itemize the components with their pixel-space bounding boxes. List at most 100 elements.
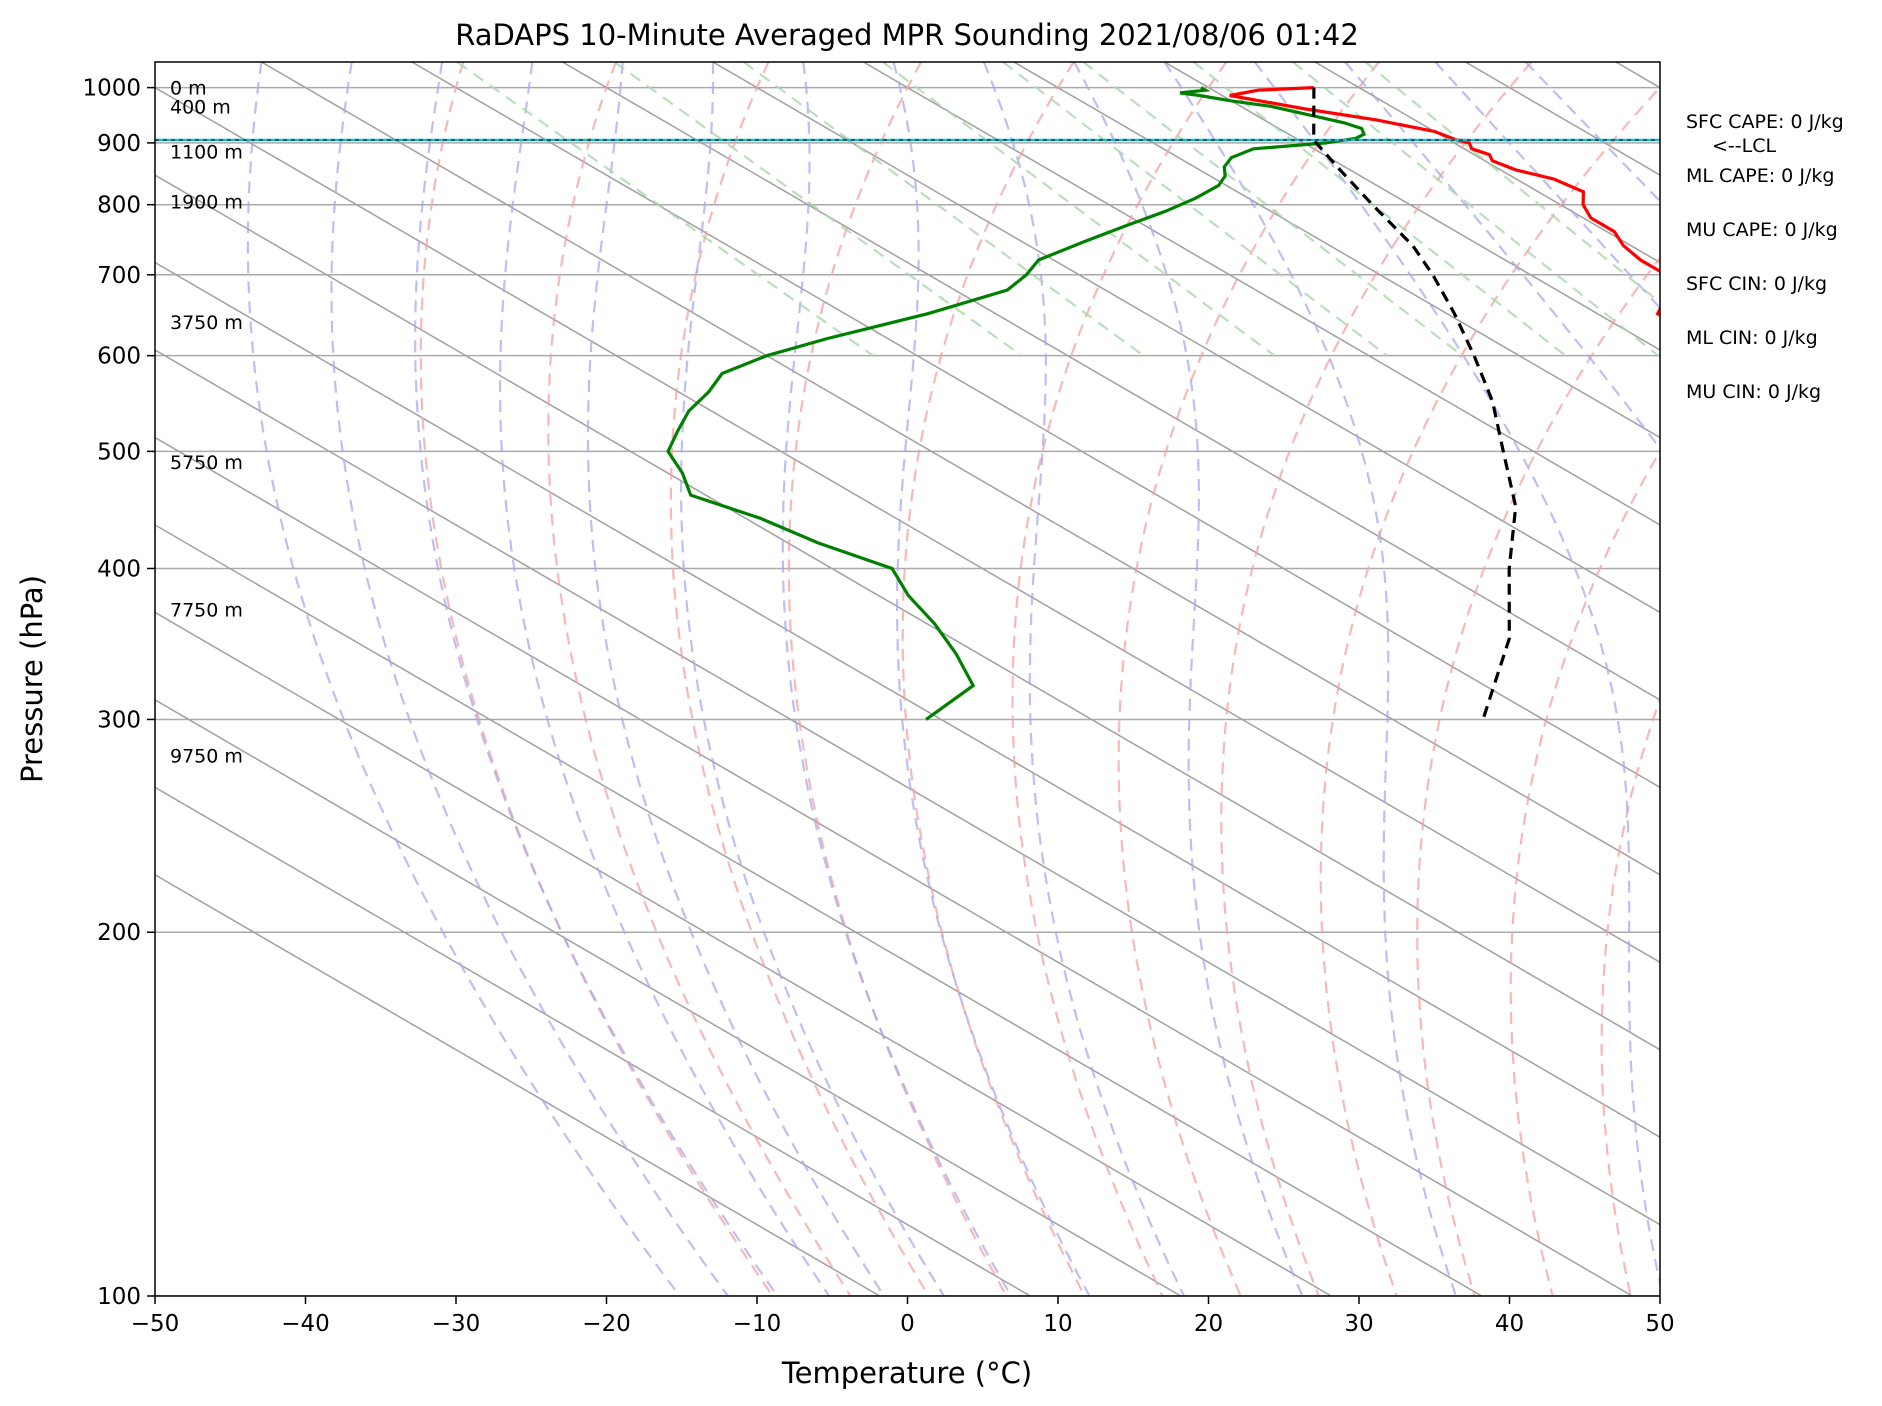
mixing-ratio-line [743,62,1145,357]
isotherm-line [155,436,1633,1296]
mixing-ratio-line [1082,62,1464,357]
grid-layer [155,62,1882,1296]
index-label: ML CAPE: 0 J/kg [1686,165,1834,187]
isotherm-line [261,62,1660,876]
mixing-ratio-line [1192,62,1567,357]
y-tick-label: 500 [97,439,141,465]
dry-adiabat [787,62,1008,1296]
x-tick-label: −20 [582,1311,631,1337]
dry-adiabat [1416,256,1660,1296]
mixing-ratio-line [1364,62,1660,305]
moist-adiabat [1344,62,1660,451]
dry-adiabat [419,62,774,1296]
isotherm-line [1615,62,1660,89]
tick-layer: −50 −40 −30 −20 −10 0 10 20 30 40 50 100 200 300 400 50… [82,76,1674,1337]
chart-title: RaDAPS 10-Minute Averaged MPR Sounding 2… [455,18,1359,52]
isotherm-line [1164,62,1660,351]
height-label: 3750 m [170,312,243,334]
isotherm-line [155,786,1031,1296]
x-tick-label: 10 [1043,1311,1072,1337]
index-label: MU CAPE: 0 J/kg [1686,219,1838,241]
y-tick-label: 100 [97,1284,141,1310]
y-tick-label: 900 [97,131,141,157]
moist-adiabat [982,62,1185,1296]
x-tick-label: −50 [131,1311,180,1337]
x-tick-label: −30 [432,1311,481,1337]
dry-adiabat [1860,62,1882,1296]
isotherm-line [155,524,1483,1296]
isotherm-line [1314,62,1660,264]
dry-adiabat [1509,449,1660,1296]
x-tick-label: 50 [1645,1311,1674,1337]
y-tick-label: 1000 [82,76,141,102]
x-axis-label: Temperature (°C) [781,1356,1032,1390]
isotherm-line [155,174,1660,1051]
isotherm-line [1465,62,1660,176]
height-label: 0 m [170,78,207,100]
x-tick-label: −10 [733,1311,782,1337]
mixing-ratio-line [613,62,1023,357]
series-layer [155,86,1660,721]
index-label: MU CIN: 0 J/kg [1686,381,1821,403]
moist-adiabat [680,62,945,1296]
parcel-path [1312,87,1518,720]
label-layer: <--LCL 9750 m 7750 m 5750 m 3750 m 1900 m 1100… [170,78,1844,768]
dry-adiabat [1220,62,1533,1296]
dewpoint-profile [666,86,1367,721]
isotherm-line [1013,62,1660,439]
isotherm-line [562,62,1660,701]
index-label: ML CIN: 0 J/kg [1686,327,1818,349]
moist-adiabat [1434,62,1660,310]
x-tick-label: 30 [1344,1311,1373,1337]
moist-adiabat [586,62,885,1296]
moist-adiabat [1163,62,1457,1296]
moist-adiabat [892,62,1091,1296]
height-label: 1100 m [170,142,243,164]
dry-adiabat [1117,62,1380,1296]
isotherm-line [411,62,1660,789]
dry-adiabat [547,62,852,1296]
height-label: 400 m [170,96,231,118]
x-tick-label: 40 [1495,1311,1524,1337]
y-axis-label: Pressure (hPa) [15,575,49,783]
dry-adiabat [1319,85,1660,1296]
mixing-ratio-line [1002,62,1388,357]
plot-frame [154,61,1661,1297]
y-tick-label: 200 [97,920,141,946]
mixing-ratio-line [1292,62,1659,357]
x-tick-label: −40 [281,1311,330,1337]
isotherm-line [155,699,1182,1296]
isotherm-line [712,62,1660,614]
moist-adiabat [1253,62,1660,1288]
mixing-ratio-line [882,62,1276,357]
dry-adiabat [1600,695,1660,1296]
y-tick-label: 800 [97,193,141,219]
moist-adiabat [1073,62,1304,1296]
y-tick-label: 700 [97,263,141,289]
isotherm-line [155,349,1660,1226]
x-tick-label: 0 [900,1311,915,1337]
moist-adiabat [330,62,729,1296]
height-label: 1900 m [170,191,243,213]
mixing-ratio-line [456,62,874,357]
x-tick-label: 20 [1194,1311,1223,1337]
isotherm-line [155,86,1660,964]
index-label: SFC CIN: 0 J/kg [1686,273,1827,295]
height-label: 9750 m [170,746,243,768]
isotherm-line [155,611,1332,1296]
dry-adiabat [1776,62,1882,1296]
isotherm-line [863,62,1660,526]
y-tick-label: 400 [97,556,141,582]
dry-adiabat [669,62,930,1296]
height-label: 5750 m [170,452,243,474]
dry-adiabat [1011,62,1228,1296]
isotherm-line [1766,62,1882,1296]
moist-adiabat [414,62,779,1296]
moist-adiabat [1524,62,1660,203]
isotherm-line [155,261,1660,1139]
index-label: SFC CAPE: 0 J/kg [1686,111,1844,133]
y-tick-label: 300 [97,707,141,733]
lcl-label: <--LCL [1712,135,1776,157]
isotherm-line [155,873,881,1296]
